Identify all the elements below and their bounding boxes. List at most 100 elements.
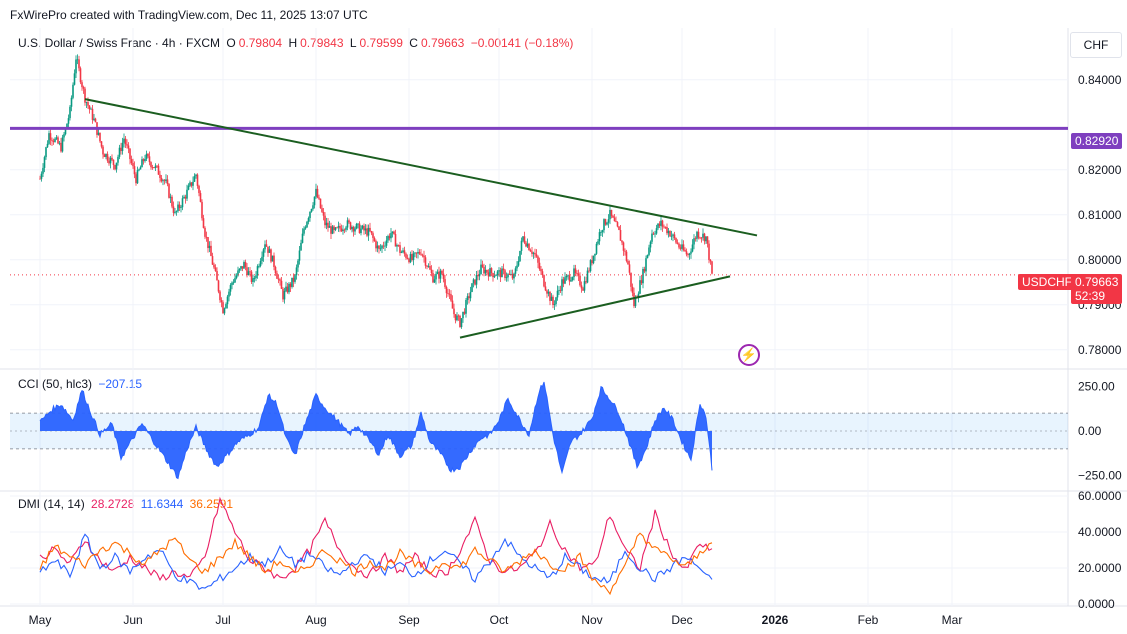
candle xyxy=(697,228,700,240)
candle xyxy=(471,283,473,293)
candle xyxy=(430,265,433,277)
candle xyxy=(123,133,125,148)
candle-body xyxy=(604,219,607,225)
candle-body xyxy=(691,244,694,252)
candle-body xyxy=(576,273,578,274)
candle xyxy=(211,252,214,265)
candle-body xyxy=(85,102,88,103)
candle-body xyxy=(315,188,317,197)
candle-body xyxy=(73,73,76,85)
candle-body xyxy=(429,266,431,270)
candle xyxy=(148,151,151,166)
candle xyxy=(289,282,292,292)
candle-body xyxy=(535,254,538,257)
candle-body xyxy=(286,286,289,293)
candle xyxy=(607,214,610,228)
candle-body xyxy=(358,223,361,234)
low-key: L xyxy=(349,36,357,50)
candle xyxy=(276,270,278,279)
candle-body xyxy=(529,250,532,252)
candle-body xyxy=(180,207,182,209)
candle xyxy=(625,249,628,263)
candle xyxy=(78,55,80,72)
currency-button[interactable]: CHF xyxy=(1070,32,1122,58)
candle-body xyxy=(144,158,146,162)
candle-body xyxy=(640,280,643,284)
candle-body xyxy=(508,274,511,276)
candle-body xyxy=(285,286,287,291)
candle xyxy=(132,158,134,169)
candle xyxy=(204,226,206,240)
candle-body xyxy=(78,59,80,69)
candle xyxy=(645,255,647,277)
candle xyxy=(397,244,400,247)
candle-body xyxy=(238,268,241,271)
candle-body xyxy=(253,278,256,279)
candle xyxy=(135,172,137,186)
candle-body xyxy=(162,180,164,182)
candle xyxy=(271,255,274,262)
candle-body xyxy=(316,188,319,198)
candle-body xyxy=(502,268,505,271)
candle-body xyxy=(355,223,358,229)
dmi-legend: DMI (14, 14) 28.2728 11.6344 36.2591 xyxy=(18,497,236,511)
candle xyxy=(651,229,653,244)
symbol-name[interactable]: U.S. Dollar / Swiss Franc · 4h · FXCM xyxy=(18,36,221,50)
candle-body xyxy=(685,251,688,255)
candle xyxy=(337,221,340,232)
candle-body xyxy=(261,256,263,261)
candle-body xyxy=(105,153,107,158)
candle-body xyxy=(609,209,611,220)
candle xyxy=(568,271,571,286)
candle-body xyxy=(262,249,265,257)
candle xyxy=(529,248,532,252)
candle-body xyxy=(447,293,449,295)
candle xyxy=(574,264,577,277)
candle-body xyxy=(126,144,128,146)
flash-icon[interactable]: ⚡ xyxy=(738,344,760,366)
candle-body xyxy=(186,189,188,199)
candle-body xyxy=(142,159,145,162)
dmi-tick-label: 60.0000 xyxy=(1078,489,1122,503)
candle xyxy=(570,276,572,283)
candle xyxy=(664,226,667,229)
candle-body xyxy=(448,293,451,295)
candle-body xyxy=(225,304,227,309)
candle xyxy=(394,229,397,247)
candle xyxy=(231,281,233,290)
candle-body xyxy=(423,255,425,258)
candle xyxy=(120,142,122,155)
candle xyxy=(48,130,50,145)
candle xyxy=(295,264,298,280)
candle xyxy=(613,214,616,222)
candle xyxy=(586,267,589,284)
candle-body xyxy=(589,260,592,272)
candle-body xyxy=(369,227,371,231)
candle-body xyxy=(549,291,551,301)
candle-body xyxy=(543,275,545,287)
candle xyxy=(516,261,518,272)
candle-body xyxy=(651,233,653,242)
candle-body xyxy=(615,221,617,223)
candle xyxy=(172,201,175,217)
candle xyxy=(654,230,656,238)
candle xyxy=(316,185,319,199)
candle xyxy=(291,277,293,289)
cci-tick-label: 250.00 xyxy=(1078,379,1115,393)
candle xyxy=(112,159,115,170)
cci-value: −207.15 xyxy=(98,377,143,391)
candle-body xyxy=(400,251,403,253)
candle-body xyxy=(418,251,421,254)
dmi-label[interactable]: DMI (14, 14) xyxy=(18,497,85,511)
candle xyxy=(493,270,496,278)
candle xyxy=(505,272,508,282)
candle xyxy=(418,249,421,255)
candle xyxy=(199,190,202,203)
candle xyxy=(312,202,314,211)
candle xyxy=(81,80,83,91)
candle-body xyxy=(43,157,46,168)
candle-body xyxy=(273,255,275,267)
cci-label[interactable]: CCI (50, hlc3) xyxy=(18,377,93,391)
